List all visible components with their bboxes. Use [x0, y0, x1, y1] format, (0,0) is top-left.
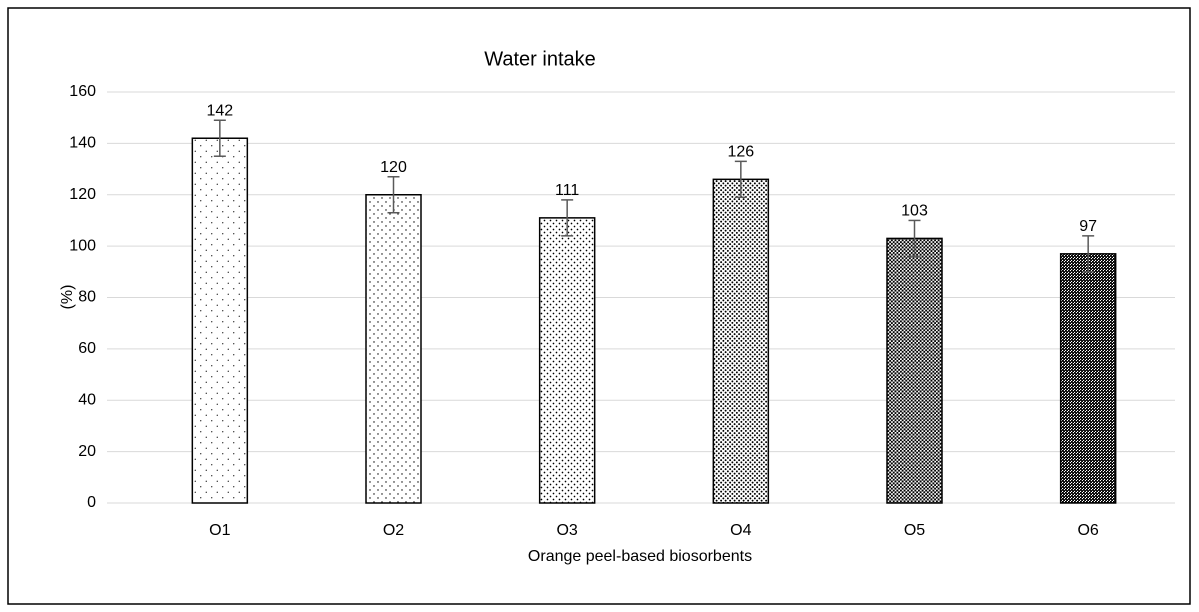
bar [365, 194, 422, 504]
y-tick-label: 160 [69, 83, 96, 100]
bar [886, 237, 943, 504]
y-tick-label: 140 [69, 135, 96, 152]
data-label: 103 [901, 203, 928, 220]
data-label: 126 [727, 144, 754, 161]
chart-border [7, 7, 1191, 605]
bar [538, 217, 596, 504]
x-tick-label: O2 [383, 522, 404, 539]
x-tick-label: O1 [209, 522, 230, 539]
y-axis-label: (%) [59, 285, 76, 310]
x-tick-label: O4 [730, 522, 751, 539]
y-tick-label: 80 [78, 289, 96, 306]
y-tick-label: 20 [78, 443, 96, 460]
y-tick-label: 100 [69, 237, 96, 254]
bar [712, 178, 770, 504]
data-label: 120 [380, 159, 407, 176]
x-tick-label: O6 [1077, 522, 1098, 539]
x-axis-label: Orange peel-based biosorbents [528, 548, 752, 565]
y-tick-label: 0 [87, 494, 96, 511]
data-label: 142 [206, 102, 233, 119]
data-label: 97 [1079, 218, 1097, 235]
x-tick-label: O5 [904, 522, 925, 539]
x-tick-label: O3 [556, 522, 577, 539]
chart-title: Water intake [484, 48, 596, 70]
data-label: 111 [555, 182, 579, 199]
y-tick-label: 40 [78, 391, 96, 408]
y-tick-label: 60 [78, 340, 96, 357]
y-tick-label: 120 [69, 186, 96, 203]
bar [191, 137, 249, 504]
bar [1059, 253, 1117, 504]
